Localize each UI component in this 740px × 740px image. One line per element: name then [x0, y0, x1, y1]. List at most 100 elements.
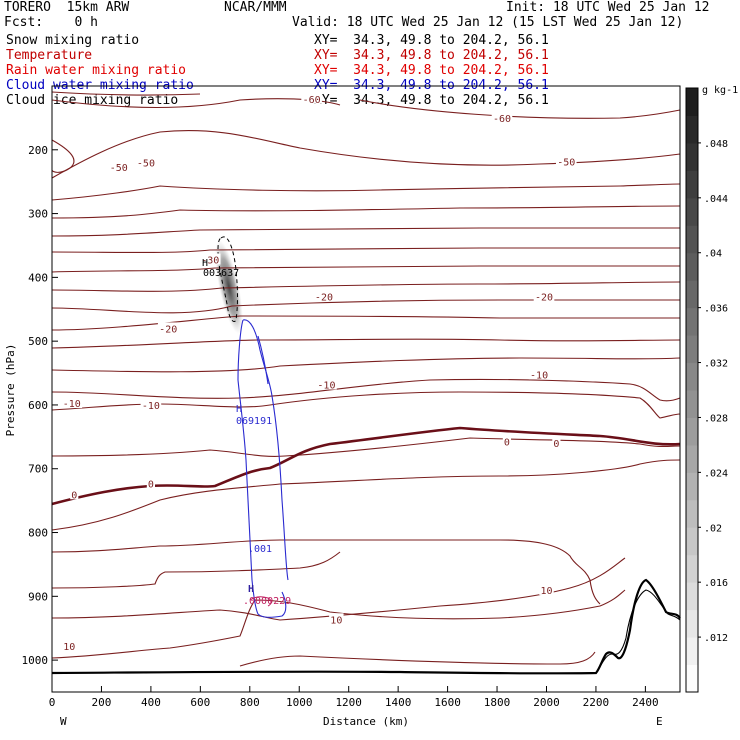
temp-contour-label: -20	[315, 293, 333, 304]
cloud-ice-max-value: 003637	[203, 268, 239, 279]
cloud-ice-shading	[215, 240, 243, 334]
cloud-water-max-symbol: H	[236, 404, 242, 415]
temp-contour-label: -50	[110, 163, 128, 174]
temp-contour-label: -10	[317, 381, 335, 392]
temp-label-bg	[157, 322, 179, 334]
colorbar-tick-label: .028	[704, 413, 728, 424]
temp-label-bg	[502, 435, 512, 447]
temp-contour-label: 0	[553, 439, 559, 450]
y-tick-label: 300	[28, 208, 48, 221]
y-tick-label: 500	[28, 335, 48, 348]
colorbar-swatch	[686, 88, 698, 116]
temp-contour-label: -20	[535, 293, 553, 304]
colorbar-swatch	[686, 142, 698, 171]
temp-label-bg	[199, 253, 221, 265]
temp-label-bg	[301, 92, 322, 104]
y-tick-label: 600	[28, 399, 48, 412]
x-tick-label: 600	[190, 696, 210, 709]
colorbar-tick-label: .032	[704, 359, 728, 370]
temp-contour	[51, 227, 680, 237]
temp-contour-label: -10	[530, 370, 548, 381]
colorbar-swatch	[686, 280, 698, 309]
temp-label-bg	[313, 290, 335, 302]
field-name: Cloud ice mixing ratio	[6, 93, 179, 108]
temp-label-bg	[135, 156, 157, 168]
colorbar-swatch	[686, 115, 698, 144]
temp-contour	[51, 183, 681, 201]
cloud-water-contour	[257, 335, 269, 385]
colorbar-swatch	[686, 472, 698, 501]
x-axis: 0 200 400 600 800 1000 1200 1400 1600 1800 2000 220…	[49, 686, 659, 709]
colorbar-tick-label: .02	[704, 523, 722, 534]
field-xy: XY= 34.3, 49.8 to 204.2, 56.1	[314, 33, 549, 48]
temp-contour-label: 10	[63, 642, 75, 653]
temp-contour-label: 0	[504, 437, 510, 448]
y-tick-label: 800	[28, 527, 48, 540]
temp-contour	[51, 437, 681, 457]
field-name: Rain water mixing ratio	[6, 63, 187, 78]
field-name: Temperature	[6, 48, 93, 63]
temp-contour	[51, 378, 681, 402]
init-time: Init: 18 UTC Wed 25 Jan 12	[506, 0, 710, 15]
field-xy: XY= 34.3, 49.8 to 204.2, 56.1	[314, 48, 549, 63]
field-name: Snow mixing ratio	[6, 33, 140, 48]
colorbar-swatch	[686, 527, 698, 556]
temp-contour-label: -20	[159, 324, 177, 335]
x-tick-label: 1200	[335, 696, 362, 709]
temp-label-bg	[70, 488, 79, 500]
colorbar-frame	[685, 87, 699, 693]
cloud-water-max-value: 069191	[236, 416, 272, 427]
colorbar-tick-label: .048	[704, 139, 728, 150]
temp-contour	[51, 299, 680, 314]
cloud-water-contour	[237, 319, 289, 618]
temp-contour	[51, 265, 680, 273]
temp-contour	[359, 99, 681, 119]
temp-contour	[51, 357, 681, 373]
y-tick-label: 700	[28, 463, 48, 476]
y-axis-title: Pressure (hPa)	[4, 344, 17, 437]
freezing-level	[51, 426, 681, 506]
temp-contour	[51, 551, 341, 589]
temp-contour	[51, 91, 201, 96]
temp-contour	[51, 589, 626, 659]
west-label: W	[60, 715, 67, 728]
x-tick-label: 2000	[533, 696, 560, 709]
temp-contour-label: -50	[137, 159, 155, 170]
colorbar-swatch	[686, 554, 698, 583]
temp-label-bg	[62, 640, 77, 652]
temp-contour	[51, 459, 681, 531]
temperature-contours	[51, 91, 681, 667]
colorbar-tick-label: .024	[704, 468, 728, 479]
center-title: NCAR/MMM	[224, 0, 287, 15]
colorbar-swatch	[686, 609, 698, 638]
temp-label-bg	[552, 437, 561, 449]
temp-contour	[51, 315, 680, 331]
temp-contour	[51, 205, 681, 219]
temp-contour-label: -60	[303, 95, 321, 106]
temp-label-bg	[329, 613, 344, 625]
x-tick-label: 1000	[286, 696, 313, 709]
temp-contour-label: -60	[493, 114, 511, 125]
temp-contour	[239, 651, 596, 667]
temp-contour-label: 10	[330, 615, 342, 626]
rain-max-symbol: H	[248, 584, 254, 595]
temp-label-bg	[146, 477, 155, 489]
colorbar-swatch	[686, 390, 698, 418]
colorbar-swatch	[686, 499, 698, 528]
temp-contour	[51, 281, 681, 292]
temp-label-bg	[140, 398, 162, 410]
colorbar-swatch	[686, 197, 698, 226]
x-tick-label: 2200	[583, 696, 610, 709]
colorbar-swatch	[686, 444, 698, 473]
temp-label-bg	[528, 368, 550, 380]
terrain	[51, 578, 681, 675]
cloud-ice-max-symbol: H	[202, 258, 208, 269]
temp-label-bg	[108, 161, 130, 173]
x-axis-title: Distance (km)	[323, 715, 409, 728]
temp-contour-label: -10	[63, 399, 81, 410]
colorbar-swatch	[686, 170, 698, 199]
temp-contour	[51, 129, 681, 179]
cloud-ice-contour	[217, 236, 238, 323]
colorbar-swatch	[686, 252, 698, 281]
